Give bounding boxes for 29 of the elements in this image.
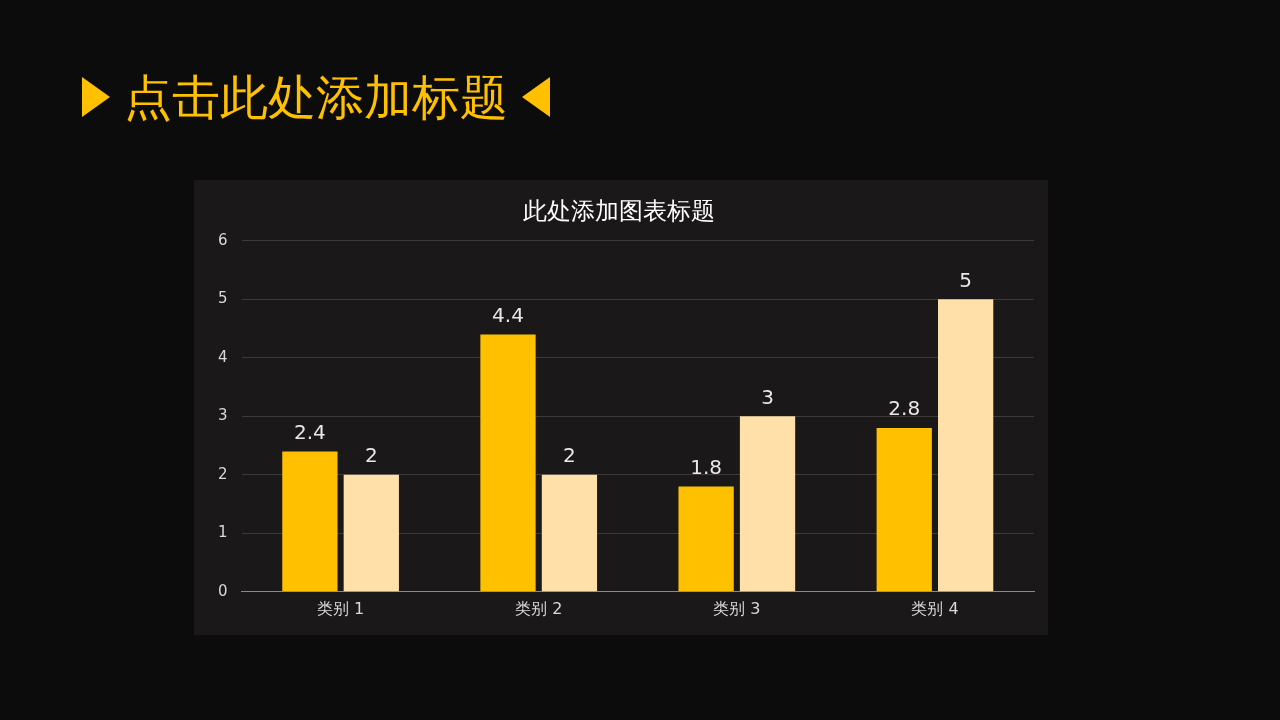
y-tick-label: 0	[218, 581, 228, 600]
y-tick-label: 5	[218, 289, 228, 308]
data-label: 1.8	[690, 454, 723, 479]
y-tick-label: 2	[218, 464, 228, 483]
y-tick-label: 3	[218, 406, 228, 425]
chart-title: 点击此处添加标题	[124, 68, 508, 127]
y-tick-label: 6	[218, 230, 228, 249]
bar	[678, 486, 734, 592]
bar	[541, 474, 598, 592]
data-label: 2	[364, 443, 378, 467]
data-label: 2	[563, 443, 576, 467]
data-label: 2.8	[888, 396, 921, 421]
data-label: 5	[959, 267, 973, 292]
x-tick-label: 类别 3	[713, 598, 761, 618]
x-tick-label: 类别 2	[515, 598, 563, 618]
data-label: 2.4	[293, 419, 326, 444]
bar	[480, 334, 536, 592]
bar	[938, 299, 994, 592]
bar	[739, 416, 796, 592]
y-tick-label: 4	[218, 347, 228, 366]
x-tick-label: 类别 4	[911, 598, 959, 618]
bar	[282, 451, 338, 592]
data-label: 3	[761, 384, 774, 409]
y-tick-label: 1	[218, 523, 228, 542]
bar	[343, 474, 399, 592]
chart-subtitle: 此处添加图表标题	[523, 196, 715, 225]
x-tick-label: 类别 1	[316, 598, 365, 618]
data-label: 4.4	[492, 302, 524, 327]
bar	[876, 428, 932, 592]
